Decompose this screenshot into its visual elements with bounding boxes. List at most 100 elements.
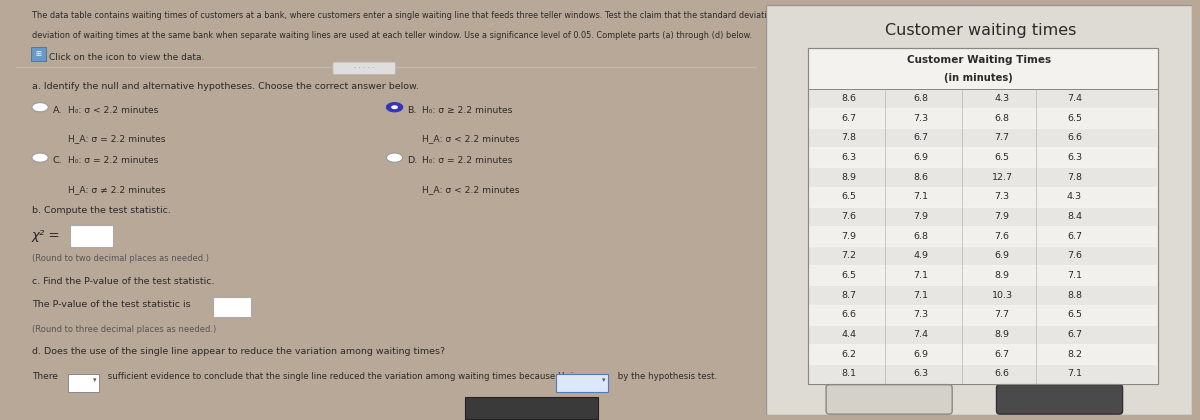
Text: H_A: σ ≠ 2.2 minutes: H_A: σ ≠ 2.2 minutes [67, 185, 166, 194]
Text: A.: A. [53, 106, 62, 115]
Text: The data table contains waiting times of customers at a bank, where customers en: The data table contains waiting times of… [32, 10, 1039, 19]
Text: 7.3: 7.3 [913, 310, 929, 320]
Text: H₀: σ = 2.2 minutes: H₀: σ = 2.2 minutes [422, 156, 512, 165]
Circle shape [386, 102, 403, 112]
Circle shape [32, 153, 48, 162]
Text: C.: C. [53, 156, 62, 165]
Text: 7.9: 7.9 [995, 212, 1009, 221]
Text: 4.4: 4.4 [841, 330, 856, 339]
Text: 4.9: 4.9 [913, 252, 929, 260]
Bar [809, 89, 1157, 108]
Text: 6.3: 6.3 [913, 370, 929, 378]
Text: 6.7: 6.7 [841, 114, 856, 123]
Text: There: There [32, 372, 58, 381]
Circle shape [386, 153, 403, 162]
FancyBboxPatch shape [334, 62, 395, 74]
Text: 8.4: 8.4 [1067, 212, 1082, 221]
Text: 7.4: 7.4 [1067, 94, 1082, 103]
Text: (in minutes): (in minutes) [944, 74, 1013, 84]
Text: 6.5: 6.5 [841, 271, 856, 280]
Text: ⊞: ⊞ [36, 51, 42, 57]
Text: H₀: σ = 2.2 minutes: H₀: σ = 2.2 minutes [67, 156, 158, 165]
Text: Done: Done [1043, 392, 1076, 405]
Bar [809, 227, 1157, 246]
Bar [809, 365, 1157, 383]
Text: Customer waiting times: Customer waiting times [884, 24, 1076, 39]
Text: 7.2: 7.2 [841, 252, 856, 260]
Text: 6.5: 6.5 [995, 153, 1009, 162]
Text: 12.7: 12.7 [991, 173, 1013, 182]
Text: 4.3: 4.3 [1067, 192, 1082, 201]
Text: 7.6: 7.6 [841, 212, 856, 221]
Text: 8.6: 8.6 [841, 94, 856, 103]
FancyBboxPatch shape [826, 385, 952, 414]
Text: 7.3: 7.3 [913, 114, 929, 123]
Text: (Round to two decimal places as needed.): (Round to two decimal places as needed.) [32, 254, 209, 263]
Text: 7.3: 7.3 [995, 192, 1009, 201]
Text: · · · · ·: · · · · · [354, 65, 374, 71]
FancyBboxPatch shape [766, 5, 1192, 415]
Text: Customer Waiting Times: Customer Waiting Times [906, 55, 1051, 66]
FancyBboxPatch shape [212, 297, 252, 317]
Bar [809, 207, 1157, 226]
Bar [809, 345, 1157, 364]
Text: 7.1: 7.1 [1067, 271, 1082, 280]
Text: 7.1: 7.1 [913, 192, 929, 201]
Text: 7.8: 7.8 [1067, 173, 1082, 182]
Text: 7.8: 7.8 [841, 133, 856, 142]
Bar [809, 168, 1157, 186]
Text: 6.7: 6.7 [913, 133, 929, 142]
Text: 8.9: 8.9 [995, 330, 1009, 339]
Text: deviation of waiting times at the same bank when separate waiting lines are used: deviation of waiting times at the same b… [32, 32, 752, 40]
Text: 6.9: 6.9 [913, 350, 929, 359]
Bar [809, 188, 1157, 206]
Text: 6.6: 6.6 [841, 310, 856, 320]
Text: D.: D. [407, 156, 418, 165]
Text: 8.9: 8.9 [995, 271, 1009, 280]
Text: 6.7: 6.7 [1067, 330, 1082, 339]
Text: The P-value of the test statistic is: The P-value of the test statistic is [32, 300, 191, 309]
Text: 7.1: 7.1 [1067, 370, 1082, 378]
Bar [809, 129, 1157, 147]
FancyBboxPatch shape [557, 374, 608, 392]
Text: 6.5: 6.5 [841, 192, 856, 201]
Text: 6.6: 6.6 [1067, 133, 1082, 142]
FancyBboxPatch shape [809, 48, 1158, 384]
Text: 6.9: 6.9 [913, 153, 929, 162]
Text: χ² =: χ² = [32, 229, 60, 242]
Text: 6.8: 6.8 [995, 114, 1009, 123]
Text: 8.7: 8.7 [841, 291, 856, 300]
Text: b. Compute the test statistic.: b. Compute the test statistic. [32, 206, 170, 215]
FancyBboxPatch shape [68, 374, 100, 392]
Bar [809, 247, 1157, 265]
Text: 6.7: 6.7 [995, 350, 1009, 359]
Text: 8.1: 8.1 [841, 370, 856, 378]
Text: 7.9: 7.9 [913, 212, 929, 221]
Text: Print: Print [875, 392, 904, 405]
Text: 7.6: 7.6 [1067, 252, 1082, 260]
Text: H_A: σ < 2.2 minutes: H_A: σ < 2.2 minutes [422, 185, 520, 194]
Text: 10.3: 10.3 [991, 291, 1013, 300]
Text: 6.7: 6.7 [1067, 232, 1082, 241]
Text: 6.5: 6.5 [1067, 310, 1082, 320]
Bar [809, 326, 1157, 344]
FancyBboxPatch shape [70, 225, 114, 247]
Text: 4.3: 4.3 [995, 94, 1009, 103]
Text: 7.4: 7.4 [913, 330, 929, 339]
Text: 6.2: 6.2 [841, 350, 856, 359]
Text: 6.6: 6.6 [995, 370, 1009, 378]
Text: 7.6: 7.6 [995, 232, 1009, 241]
Text: rejected: rejected [486, 397, 526, 406]
Circle shape [32, 102, 48, 112]
Text: c. Find the P-value of the test statistic.: c. Find the P-value of the test statisti… [32, 277, 215, 286]
Bar [809, 109, 1157, 128]
Bar [809, 286, 1157, 304]
Text: a. Identify the null and alternative hypotheses. Choose the correct answer below: a. Identify the null and alternative hyp… [32, 82, 419, 91]
Text: ▾: ▾ [602, 377, 606, 383]
Bar [809, 306, 1157, 324]
Text: 8.8: 8.8 [1067, 291, 1082, 300]
Text: 6.8: 6.8 [913, 94, 929, 103]
FancyBboxPatch shape [466, 397, 598, 419]
Text: 6.3: 6.3 [841, 153, 857, 162]
Text: 7.1: 7.1 [913, 271, 929, 280]
